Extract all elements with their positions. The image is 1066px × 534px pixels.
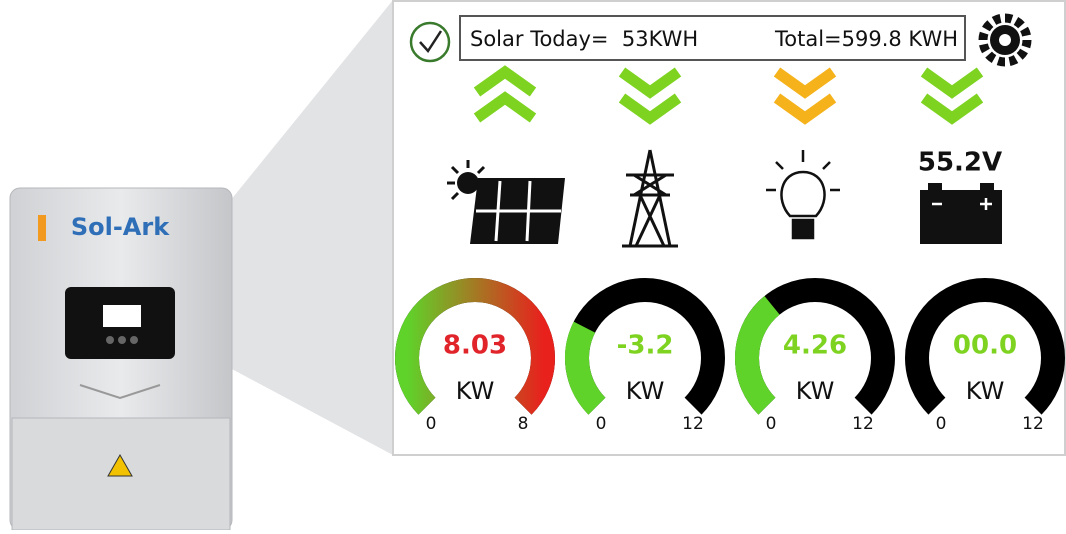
gauge-min: 0 — [596, 414, 607, 434]
battery-icon — [920, 183, 1002, 244]
gauge-min: 0 — [426, 414, 437, 434]
gauge-value: 00.0 — [953, 331, 1017, 361]
gauge-min: 0 — [766, 414, 777, 434]
brand-logo: Sol-Ark — [71, 213, 170, 241]
inverter-device: Sol-Ark — [10, 188, 232, 530]
solar-today: Solar Today= 53KWH — [470, 27, 698, 51]
gauge-unit: KW — [796, 377, 835, 405]
gauge-min: 0 — [936, 414, 947, 434]
gauge-unit: KW — [966, 377, 1005, 405]
gauge-max: 8 — [518, 414, 529, 434]
gauge-value: -3.2 — [617, 331, 674, 361]
gauge-unit: KW — [626, 377, 665, 405]
gauge-unit: KW — [456, 377, 495, 405]
product-image: Sol-Ark Solar Today= 53KWH Total=599.8 K… — [0, 0, 1066, 530]
gauge-value: 4.26 — [783, 331, 847, 361]
gauge-max: 12 — [1022, 414, 1044, 434]
gauge-max: 12 — [682, 414, 704, 434]
total-energy: Total=599.8 KWH — [774, 27, 958, 51]
gauge-value: 8.03 — [443, 331, 507, 361]
gauge-max: 12 — [852, 414, 874, 434]
battery-voltage: 55.2V — [918, 148, 1002, 178]
